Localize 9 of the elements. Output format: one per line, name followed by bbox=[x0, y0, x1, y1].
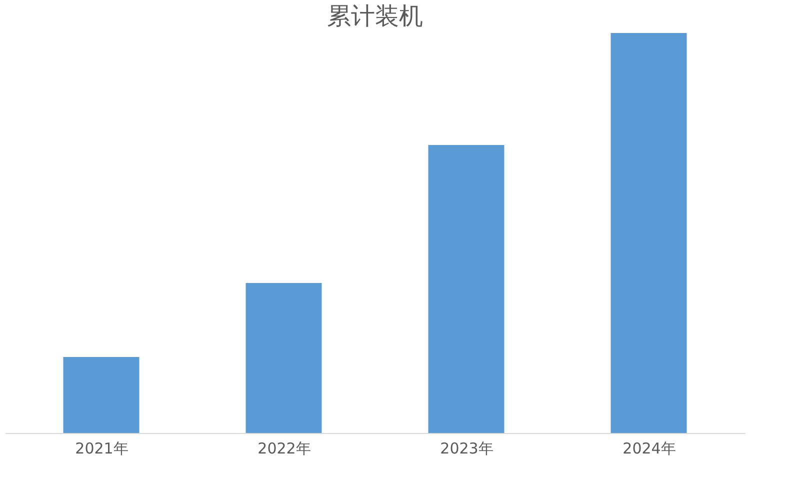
x-tick-label: 2022年 bbox=[258, 440, 311, 458]
bar bbox=[610, 33, 687, 433]
x-tick-label: 2024年 bbox=[622, 440, 676, 458]
x-tick-label: 2021年 bbox=[75, 440, 128, 458]
bar bbox=[63, 357, 140, 433]
bar bbox=[428, 145, 504, 433]
chart-title: 累计装机 bbox=[327, 2, 423, 30]
bar bbox=[246, 283, 322, 433]
x-tick-label: 2023年 bbox=[440, 440, 494, 458]
